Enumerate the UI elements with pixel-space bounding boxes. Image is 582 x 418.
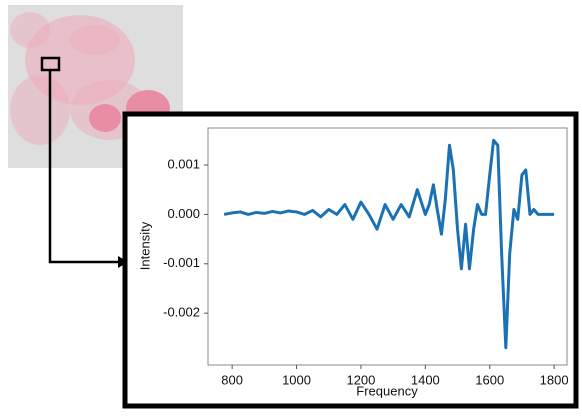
plot-area	[207, 127, 568, 366]
y-tick-label: -0.001	[163, 255, 200, 270]
x-tick-label: 1000	[282, 372, 311, 387]
x-axis-label: Frequency	[356, 383, 418, 398]
x-tick-label: 1800	[540, 372, 569, 387]
x-tick-label: 1600	[475, 372, 504, 387]
y-axis-label: Intensity	[137, 221, 152, 270]
y-tick-label: -0.002	[163, 305, 200, 320]
x-tick-label: 800	[221, 372, 243, 387]
spectrum-line	[223, 138, 555, 350]
x-tick-label: 1200	[346, 372, 375, 387]
y-tick-label: 0.000	[167, 206, 200, 221]
x-tick-label: 1400	[411, 372, 440, 387]
y-tick-label: 0.001	[167, 156, 200, 171]
connector	[48, 70, 120, 264]
